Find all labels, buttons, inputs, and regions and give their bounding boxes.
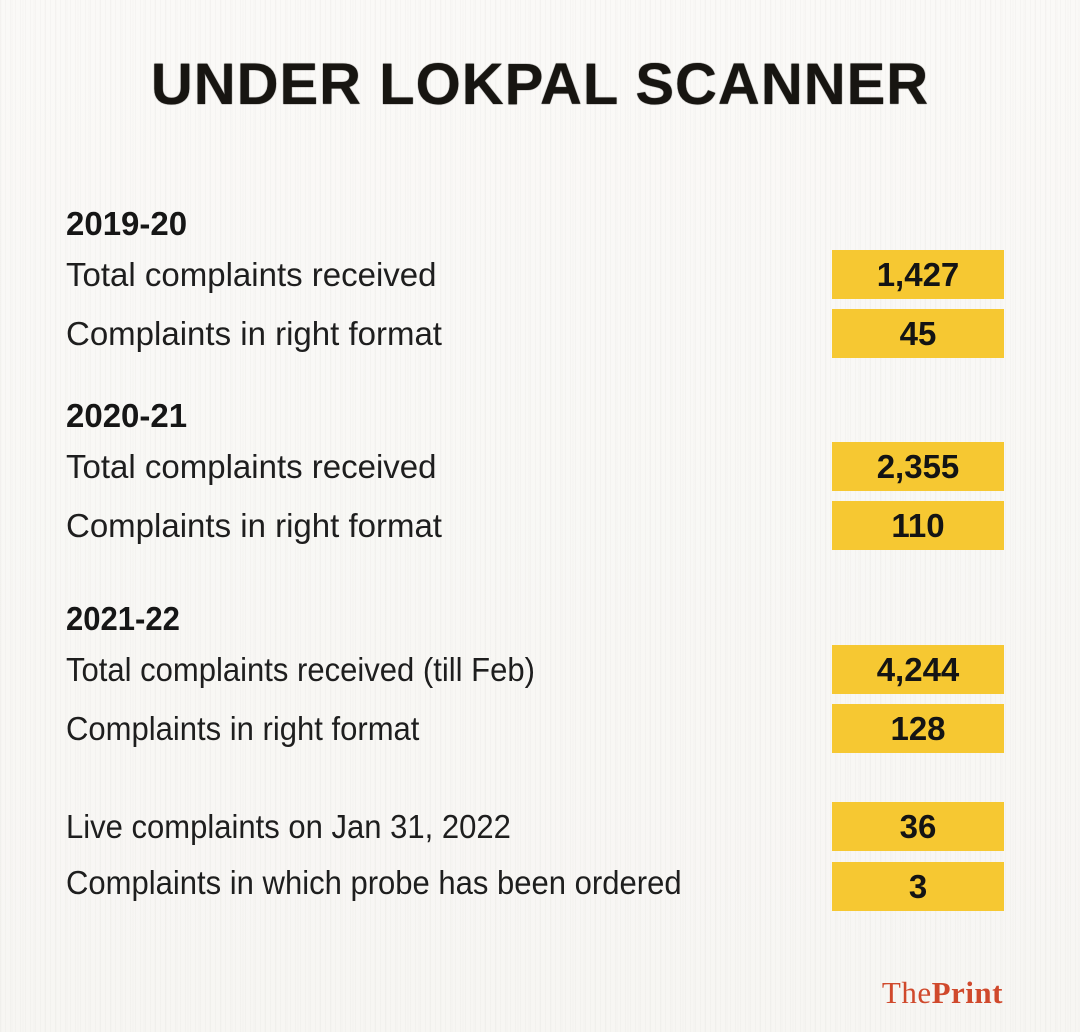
year-heading: 2020-21 — [66, 397, 188, 434]
stat-row: Complaints in which probe has been order… — [66, 862, 1004, 911]
stat-label: Live complaints on Jan 31, 2022 — [66, 808, 511, 845]
stat-row: Complaints in right format 128 — [66, 704, 1004, 753]
section-2020-21: 2020-21 Total complaints received 2,355 … — [66, 396, 1004, 550]
stat-value-chip: 45 — [832, 309, 1004, 358]
stat-label: Complaints in right format — [66, 315, 442, 352]
stat-value-chip: 36 — [832, 802, 1004, 851]
section-2021-22: 2021-22 Total complaints received (till … — [66, 599, 1004, 753]
section-2019-20: 2019-20 Total complaints received 1,427 … — [66, 204, 1004, 358]
theprint-logo-the: The — [881, 975, 932, 1010]
stat-label: Complaints in right format — [66, 507, 442, 544]
theprint-logo-print: Print — [931, 975, 1003, 1010]
stat-label: Total complaints received — [66, 256, 437, 293]
stat-row: Complaints in right format 110 — [66, 501, 1004, 550]
stat-label: Total complaints received (till Feb) — [66, 651, 535, 688]
stat-row: Total complaints received 1,427 — [66, 250, 1004, 299]
stat-value-chip: 2,355 — [832, 442, 1004, 491]
stat-row: Live complaints on Jan 31, 2022 36 — [66, 802, 1004, 851]
stat-row: Total complaints received 2,355 — [66, 442, 1004, 491]
stat-value-chip: 128 — [832, 704, 1004, 753]
stat-row: Complaints in right format 45 — [66, 309, 1004, 358]
stat-label: Complaints in which probe has been order… — [66, 864, 682, 901]
page-title: UNDER LOKPAL SCANNER — [150, 52, 930, 117]
stat-label: Total complaints received — [66, 448, 437, 485]
stat-value-chip: 3 — [832, 862, 1004, 911]
year-heading: 2021-22 — [66, 600, 180, 637]
stat-value-chip: 110 — [832, 501, 1004, 550]
stat-label: Complaints in right format — [66, 710, 420, 747]
stat-row: Total complaints received (till Feb) 4,2… — [66, 645, 1004, 694]
stat-value-chip: 4,244 — [832, 645, 1004, 694]
year-heading: 2019-20 — [66, 205, 188, 242]
stat-value-chip: 1,427 — [832, 250, 1004, 299]
summary-section: Live complaints on Jan 31, 2022 36 Compl… — [66, 802, 1004, 911]
theprint-logo: ThePrint — [882, 977, 1003, 1008]
